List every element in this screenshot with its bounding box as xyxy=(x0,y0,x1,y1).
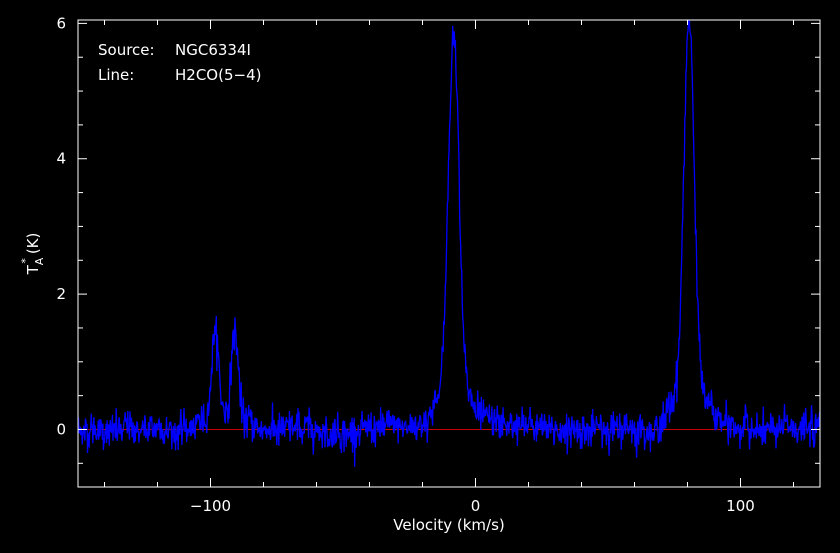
y-axis-title-sub: A xyxy=(33,257,46,265)
y-tick-label: 4 xyxy=(56,150,66,168)
annotation-value-0: NGC6334I xyxy=(175,41,251,59)
y-tick-label: 6 xyxy=(56,14,66,32)
annotation-value-1: H2CO(5−4) xyxy=(175,66,261,84)
y-axis-title-base: T xyxy=(24,264,42,275)
annotation-key-1: Line: xyxy=(98,66,134,84)
series-line-0 xyxy=(78,20,820,467)
plot-frame xyxy=(77,19,821,488)
y-tick-label: 0 xyxy=(56,420,66,438)
y-axis-title-sup: * xyxy=(19,258,32,264)
y-tick-label: 2 xyxy=(56,285,66,303)
x-tick-label: −100 xyxy=(190,497,231,515)
y-axis-title-text: TA* (K) xyxy=(19,233,46,276)
annotation-key-0: Source: xyxy=(98,41,155,59)
x-tick-label: 0 xyxy=(471,497,481,515)
y-axis-title: TA* (K) xyxy=(19,233,46,276)
x-tick-label: 100 xyxy=(726,497,755,515)
y-axis-title-unit: (K) xyxy=(24,233,42,255)
x-axis-title: Velocity (km/s) xyxy=(393,516,504,534)
